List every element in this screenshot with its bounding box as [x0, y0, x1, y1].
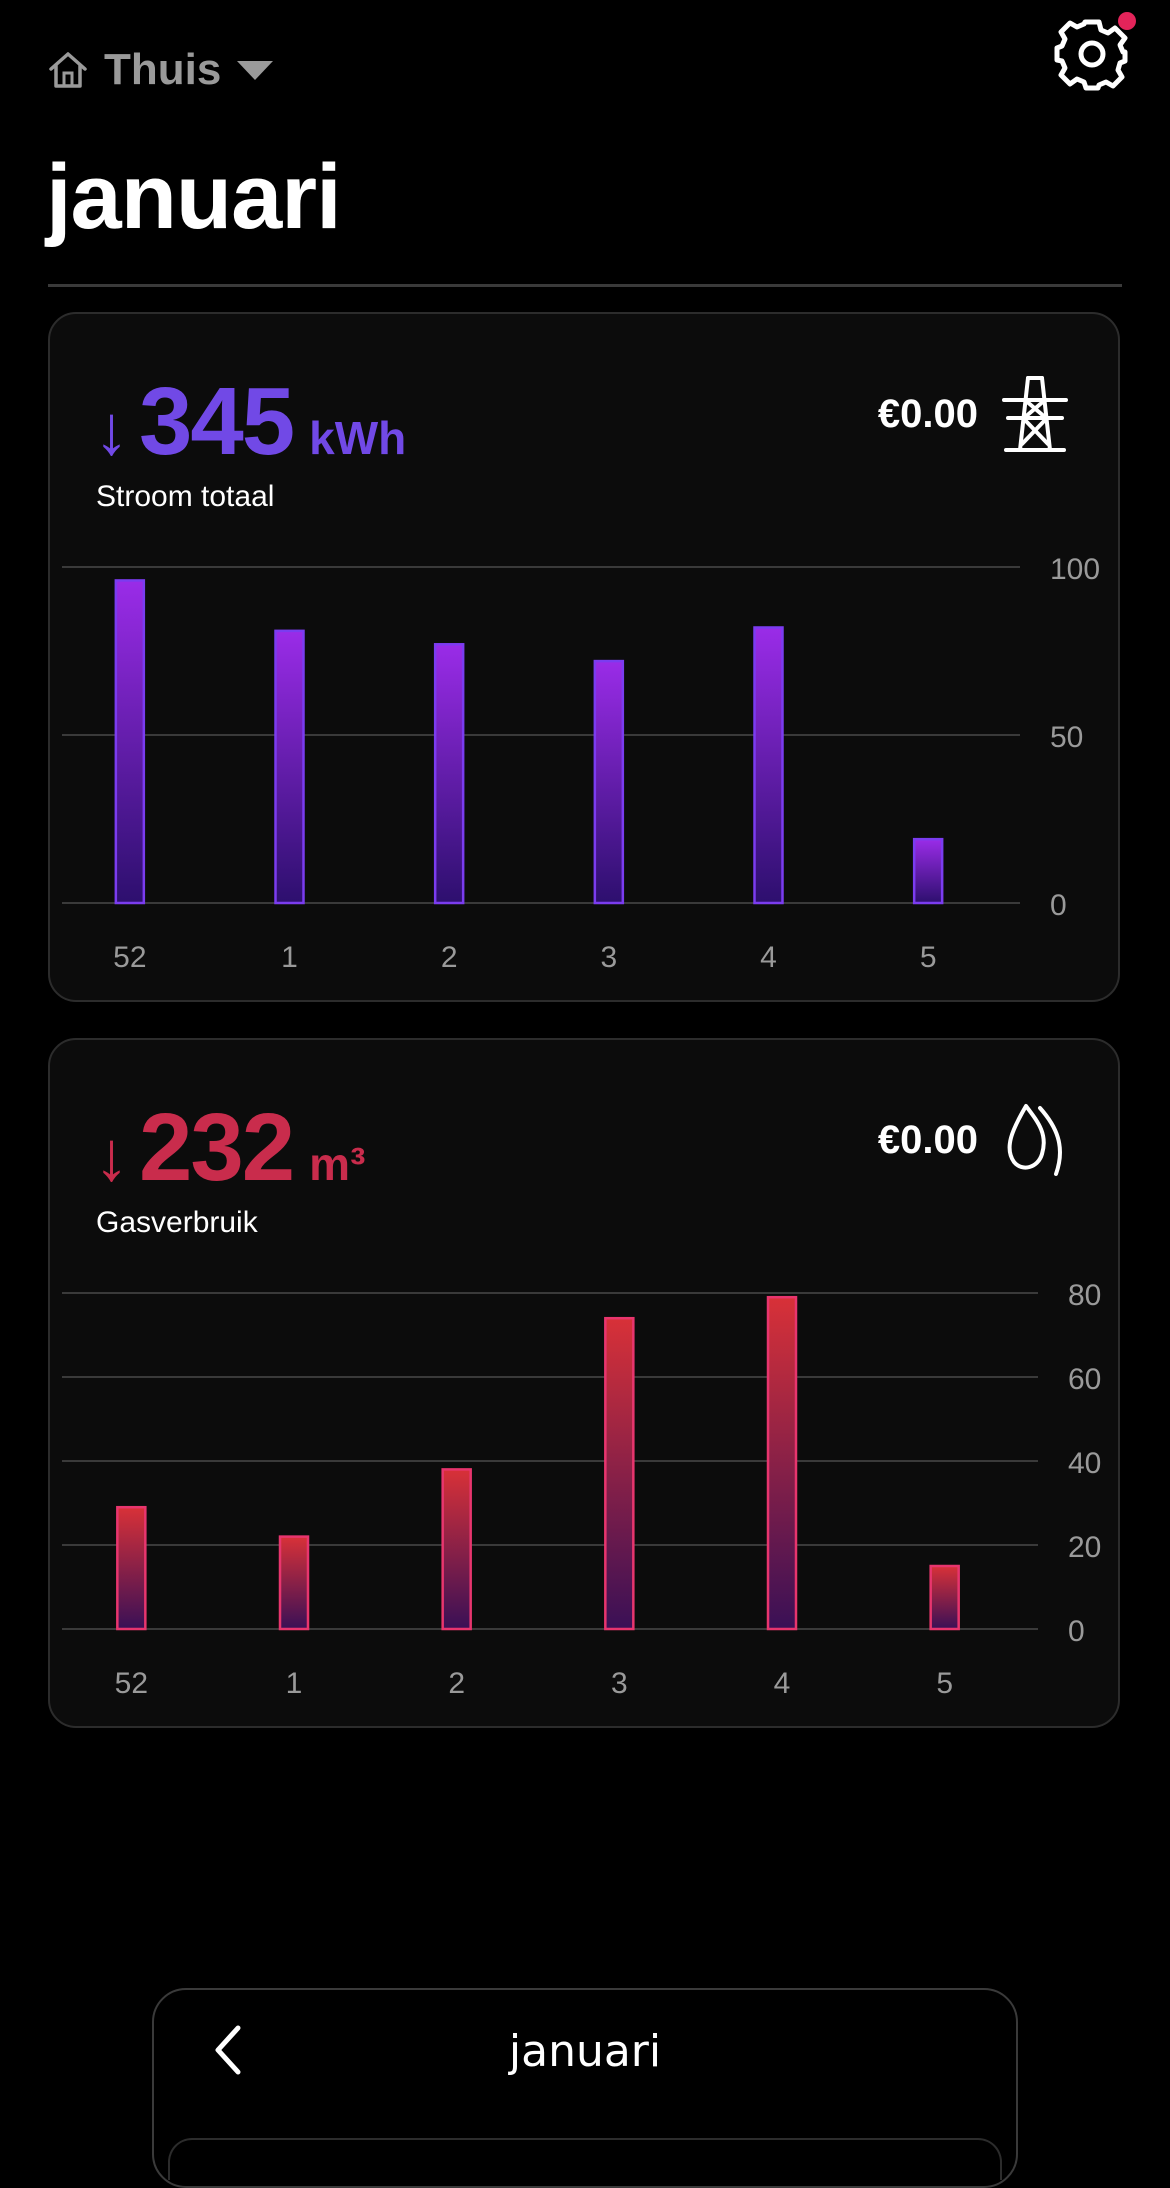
gas-bar-3[interactable]	[604, 1316, 635, 1631]
title-divider	[48, 284, 1122, 287]
notification-dot	[1118, 12, 1136, 30]
gas-bar-2[interactable]	[441, 1468, 472, 1631]
elec-bar-5[interactable]	[912, 837, 944, 905]
elec-bar-2[interactable]	[433, 643, 465, 905]
page-title: januari	[46, 146, 342, 248]
gas-x-tick-label: 52	[115, 1667, 148, 1700]
gas-label: Gasverbruik	[96, 1206, 258, 1239]
elec-x-tick-label: 1	[281, 941, 298, 974]
home-icon	[49, 52, 87, 88]
gas-x-tick-label: 2	[448, 1667, 465, 1700]
electricity-card[interactable]: ↓ 345 kWh Stroom totaal €0.00 0 50 100 52 1 2…	[48, 312, 1120, 1002]
electricity-unit: kWh	[309, 412, 407, 464]
gas-y-tick-label: 20	[1068, 1531, 1101, 1564]
gas-y-tick-label: 40	[1068, 1447, 1101, 1480]
gas-chart: 0 20 40 60 80 52 1 2 3 4 5	[62, 1279, 1101, 1700]
gas-x-tick-label: 1	[286, 1667, 303, 1700]
elec-y-tick-label: 0	[1050, 889, 1067, 922]
down-arrow-icon: ↓	[94, 391, 129, 469]
gas-x-tick-label: 3	[611, 1667, 628, 1700]
elec-x-tick-label: 52	[113, 941, 146, 974]
elec-y-tick-label: 50	[1050, 721, 1083, 754]
elec-x-tick-label: 5	[920, 941, 937, 974]
settings-button[interactable]	[1052, 12, 1136, 94]
elec-bar-52[interactable]	[114, 579, 146, 905]
gas-cost: €0.00	[877, 1118, 978, 1162]
gas-unit: m³	[309, 1138, 366, 1190]
gas-bar-4[interactable]	[766, 1295, 798, 1631]
gas-y-tick-label: 60	[1068, 1363, 1101, 1396]
power-pylon-icon	[1002, 376, 1068, 452]
gas-headline: ↓ 232 m³	[94, 1100, 365, 1196]
gas-x-tick-label: 4	[774, 1667, 791, 1700]
elec-y-tick-label: 100	[1050, 553, 1100, 586]
electricity-cost: €0.00	[877, 392, 978, 436]
month-navigator: januari	[152, 1988, 1018, 2188]
gas-bar-1[interactable]	[278, 1535, 310, 1631]
gas-bar-52[interactable]	[116, 1505, 147, 1631]
flame-icon	[1007, 1104, 1062, 1176]
electricity-total: 345	[139, 368, 295, 475]
elec-bar-4[interactable]	[753, 626, 784, 905]
elec-bar-1[interactable]	[274, 629, 305, 905]
gas-card[interactable]: ↓ 232 m³ Gasverbruik €0.00 0 20 40 60 80 52 1 2…	[48, 1038, 1120, 1728]
gas-bar-5[interactable]	[929, 1564, 960, 1631]
home-label: Thuis	[104, 45, 222, 94]
chevron-left-icon[interactable]	[204, 2020, 254, 2080]
month-label: januari	[508, 2026, 662, 2077]
month-list-edge	[168, 2138, 1002, 2180]
top-bar: Thuis	[0, 0, 1170, 130]
down-arrow-icon: ↓	[94, 1117, 129, 1195]
gas-y-tick-label: 80	[1068, 1279, 1101, 1312]
elec-x-tick-label: 3	[600, 941, 617, 974]
electricity-chart: 0 50 100 52 1 2 3 4 5	[62, 553, 1100, 974]
electricity-label: Stroom totaal	[96, 480, 275, 513]
gear-icon	[1054, 19, 1128, 91]
gas-x-tick-label: 5	[936, 1667, 953, 1700]
gas-total: 232	[139, 1094, 295, 1201]
gas-y-tick-label: 0	[1068, 1615, 1085, 1648]
elec-x-tick-label: 2	[441, 941, 458, 974]
caret-down-icon	[237, 61, 274, 80]
electricity-headline: ↓ 345 kWh	[94, 374, 406, 470]
home-selector[interactable]: Thuis	[46, 40, 275, 100]
elec-x-tick-label: 4	[760, 941, 777, 974]
elec-bar-3[interactable]	[593, 659, 625, 905]
